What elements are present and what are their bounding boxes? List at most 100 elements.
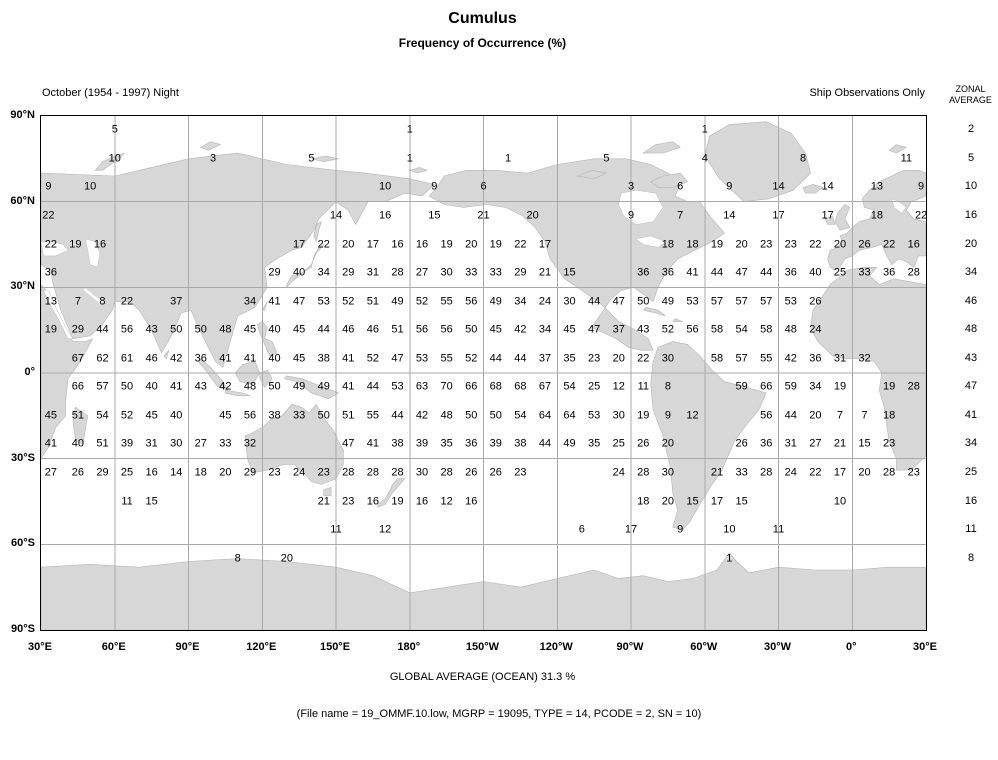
grid-cell-value: 49 (317, 380, 330, 393)
landmass (650, 172, 689, 188)
grid-cell-value: 33 (735, 466, 748, 479)
grid-cell-value: 15 (735, 495, 748, 507)
landmass (313, 221, 322, 243)
grid-cell-value: 14 (772, 180, 785, 193)
grid-cell-value: 26 (858, 238, 871, 250)
grid-cell-value: 19 (44, 323, 57, 336)
grid-cell-value: 44 (760, 266, 773, 279)
grid-cell-value: 15 (686, 495, 699, 507)
grid-cell-value: 40 (71, 437, 84, 450)
grid-cell-value: 29 (243, 466, 257, 479)
grid-cell-value: 31 (833, 352, 847, 365)
grid-cell-value: 16 (93, 238, 107, 250)
grid-cell-value: 16 (145, 466, 158, 479)
grid-cell-value: 10 (108, 152, 121, 165)
grid-cell-value: 16 (907, 238, 920, 250)
grid-cell-value: 20 (735, 238, 748, 250)
zonal-average-value: 43 (964, 351, 978, 364)
grid-cell-value: 30 (440, 266, 453, 279)
y-axis-tick-label: 60°S (11, 537, 35, 550)
grid-cell-value: 51 (366, 295, 379, 308)
grid-cell-value: 30 (415, 466, 429, 479)
grid-cell-value: 8 (664, 380, 671, 393)
grid-cell-value: 20 (833, 238, 847, 250)
grid-cell-value: 33 (465, 266, 478, 279)
grid-cell-value: 33 (219, 437, 232, 450)
grid-cell-value: 44 (366, 380, 379, 393)
grid-cell-value: 19 (883, 380, 896, 393)
landmass (650, 341, 767, 531)
grid-cell-value: 25 (588, 380, 601, 393)
grid-cell-value: 51 (71, 409, 84, 422)
zonal-average-value: 11 (965, 523, 977, 536)
grid-cell-value: 8 (99, 295, 106, 308)
grid-cell-value: 44 (317, 323, 330, 336)
grid-cell-value: 52 (120, 409, 134, 422)
grid-cell-value: 64 (538, 409, 552, 422)
grid-cell-value: 49 (293, 380, 306, 393)
grid-cell-value: 56 (686, 323, 699, 336)
grid-cell-value: 9 (431, 180, 438, 193)
grid-cell-value: 33 (489, 266, 502, 279)
grid-cell-value: 12 (612, 380, 625, 393)
grid-cell-value: 45 (293, 323, 306, 336)
grid-cell-value: 20 (342, 238, 355, 250)
grid-cell-value: 1 (726, 552, 733, 565)
zonal-average-value: 48 (964, 323, 978, 336)
grid-cell-value: 20 (465, 238, 478, 250)
x-axis-tick-label: 60°W (690, 641, 718, 653)
grid-cell-value: 16 (391, 238, 404, 250)
grid-cell-value: 41 (170, 380, 183, 393)
grid-cell-value: 67 (538, 380, 552, 393)
grid-cell-value: 26 (465, 466, 478, 479)
landmass (283, 375, 340, 400)
y-axis-tick-label: 90°N (10, 109, 35, 121)
inland-water (635, 235, 666, 248)
grid-cell-value: 8 (800, 152, 807, 165)
grid-cell-value: 49 (489, 295, 502, 308)
grid-cell-value: 44 (784, 409, 797, 422)
grid-cell-value: 43 (145, 323, 158, 336)
grid-cell-value: 38 (391, 437, 404, 450)
zonal-average-value: 2 (967, 123, 975, 136)
grid-cell-value: 56 (760, 409, 773, 422)
grid-cell-value: 7 (74, 295, 81, 308)
grid-cell-value: 27 (415, 266, 429, 279)
grid-cell-value: 36 (760, 437, 773, 450)
x-axis-tick-label: 120°W (539, 641, 573, 653)
landmass (810, 267, 926, 471)
grid-cell-value: 41 (686, 266, 699, 279)
grid-cell-value: 36 (465, 437, 478, 450)
grid-cell-value: 22 (914, 209, 928, 222)
grid-cell-value: 44 (391, 409, 404, 422)
grid-cell-value: 21 (538, 266, 552, 279)
landmass (94, 152, 125, 171)
grid-cell-value: 42 (514, 323, 527, 336)
grid-cell-value: 48 (440, 409, 453, 422)
grid-cell-value: 47 (391, 352, 404, 365)
grid-cell-value: 19 (710, 238, 724, 250)
grid-cell-value: 45 (219, 409, 232, 422)
y-axis-tick-label: 60°N (10, 194, 35, 207)
grid-cell-value: 39 (489, 437, 502, 450)
grid-cell-value: 36 (44, 266, 57, 279)
grid-cell-value: 12 (686, 409, 699, 422)
grid-cell-value: 19 (833, 380, 847, 393)
grid-cell-value: 58 (710, 323, 724, 336)
landmass (575, 169, 608, 180)
grid-cell-value: 23 (883, 437, 896, 450)
grid-cell-value: 34 (538, 323, 552, 336)
grid-cell-value: 52 (465, 352, 478, 365)
grid-cell-value: 10 (379, 180, 392, 193)
grid-cell-value: 1 (505, 152, 512, 165)
grid-cell-value: 29 (71, 323, 84, 336)
landmass (802, 184, 824, 194)
grid-values-layer: 5 1 1 10 3 5 1 1 5 4 8 11 9 10 10 9 6 3 6 9 14 14 13 9 22 14 16 15 2… (41, 116, 928, 630)
grid-cell-value: 14 (723, 209, 736, 222)
grid-cell-value: 28 (760, 466, 773, 479)
grid-cell-value: 21 (477, 209, 490, 222)
grid-cell-value: 53 (588, 409, 601, 422)
grid-cell-value: 44 (588, 295, 601, 308)
grid-cell-value: 57 (735, 295, 748, 308)
grid-cell-value: 36 (809, 352, 822, 365)
